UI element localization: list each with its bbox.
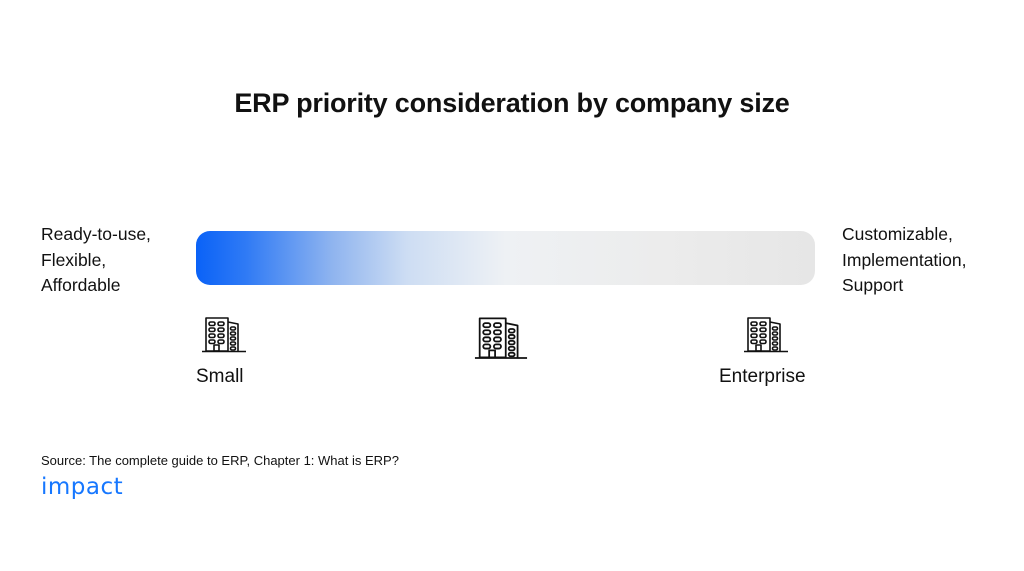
- impact-logo: impact: [41, 474, 124, 500]
- priority-ready-to-use: Ready-to-use,: [41, 224, 151, 244]
- building-icon: [202, 317, 246, 353]
- priority-flexible: Flexible,: [41, 249, 107, 270]
- priority-affordable: Affordable: [41, 275, 121, 295]
- source-note: Source: The complete guide to ERP, Chapt…: [41, 453, 399, 468]
- priority-customizable: Customizable,: [842, 224, 953, 244]
- building-icon: [744, 317, 788, 353]
- diagram-title: ERP priority consideration by company si…: [234, 88, 790, 118]
- enterprise-priorities: Customizable, Implementation, Support: [842, 222, 967, 299]
- small-label: Small: [196, 366, 244, 387]
- priority-implementation: Implementation,: [842, 249, 967, 270]
- enterprise-label: Enterprise: [719, 366, 806, 387]
- priority-support: Support: [842, 275, 904, 295]
- building-icon: [474, 317, 528, 359]
- small-company-priorities: Ready-to-use, Flexible, Affordable: [41, 222, 151, 299]
- size-gradient-bar: [196, 231, 815, 285]
